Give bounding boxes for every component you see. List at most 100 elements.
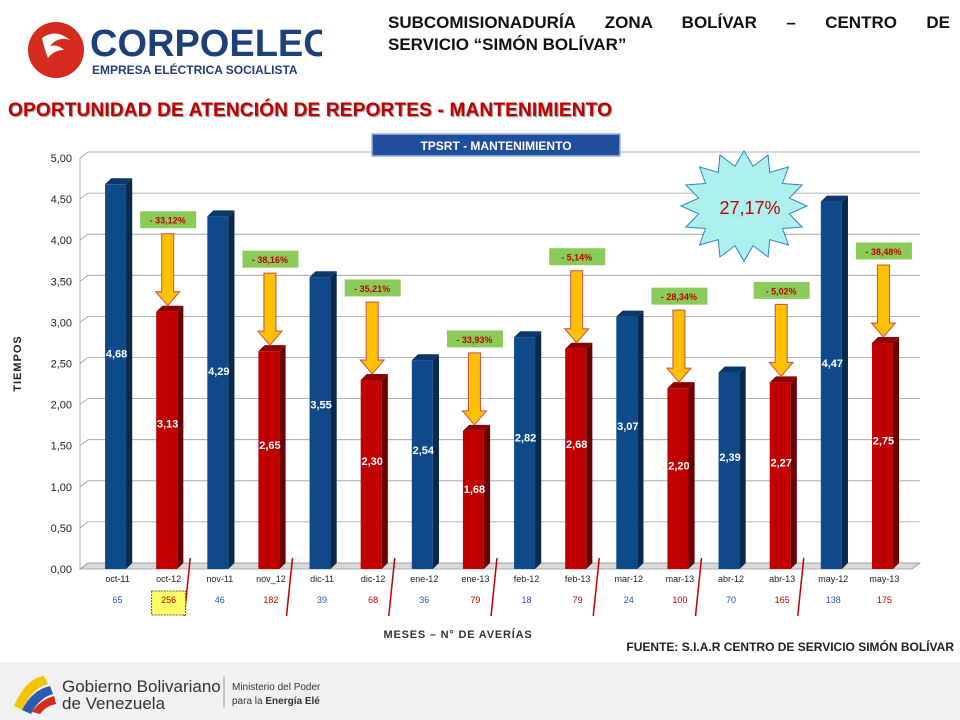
bar-value-label: 2,27	[770, 457, 791, 469]
count-highlight	[151, 590, 187, 616]
bar-top	[718, 366, 746, 373]
change-badge-label: - 38,48%	[865, 247, 901, 257]
source-note: FUENTE: S.I.A.R CENTRO DE SERVICIO SIMÓN…	[626, 639, 954, 654]
pair-separator	[694, 557, 703, 617]
count-label: 175	[877, 595, 892, 605]
bar-top	[667, 382, 695, 389]
bar-side	[637, 310, 644, 569]
bar-side	[790, 376, 797, 569]
bar-side	[483, 424, 491, 569]
gov-line2: de Venezuela	[62, 694, 166, 713]
pair-separator	[592, 557, 600, 617]
change-badge	[139, 210, 198, 230]
count-label: 138	[826, 595, 841, 605]
down-arrow-icon	[256, 272, 284, 346]
change-badge	[445, 329, 504, 349]
bar	[258, 351, 280, 569]
bar-side	[688, 382, 695, 569]
count-label: 36	[419, 595, 429, 605]
y-tick-label: 2,50	[51, 359, 72, 371]
x-tick-label: feb-12	[514, 574, 540, 584]
count-label: 79	[470, 595, 480, 605]
x-tick-label: ene-13	[461, 574, 489, 584]
chart-title-box	[371, 133, 621, 157]
y-tick-label: 0,00	[51, 564, 72, 576]
change-badge	[548, 247, 607, 267]
bar-top	[360, 373, 388, 380]
bar	[769, 382, 791, 569]
pair-separator	[388, 557, 396, 617]
x-tick-label: oct-11	[105, 574, 129, 584]
bar	[616, 316, 638, 569]
bar-value-label: 4,47	[822, 358, 843, 370]
bar-side	[432, 354, 439, 569]
bar-top	[258, 345, 286, 352]
change-badge	[752, 280, 811, 300]
bar	[105, 184, 127, 569]
bar-top	[565, 342, 593, 349]
header-title: SUBCOMISIONADURÍA ZONA BOLÍVAR – CENTRO …	[388, 12, 950, 56]
bar-value-label: 2,30	[361, 456, 382, 468]
overall-change-label: 27,17%	[719, 198, 780, 218]
bar	[667, 388, 689, 569]
change-badge-label: - 33,93%	[456, 335, 492, 345]
ministry-line2-strong: Energía Eléctrica	[265, 696, 320, 707]
page-title: OPORTUNIDAD DE ATENCIÓN DE REPORTES - MA…	[8, 100, 613, 121]
bar-chart: 0,00 0,50 1,00 1,50 2,00 2,50 3,00 3,50 4,00 4,50…	[12, 133, 954, 654]
y-tick-label: 1,50	[51, 441, 72, 453]
bar-side	[228, 210, 235, 569]
gridline	[79, 151, 920, 159]
x-tick-label: may-13	[869, 574, 899, 584]
bar-side	[330, 271, 337, 569]
svg-text:CORPOELEC: CORPOELEC	[90, 23, 322, 65]
y-tick-label: 0,50	[51, 523, 72, 535]
change-badge	[343, 278, 402, 298]
count-label: 18	[522, 595, 532, 605]
down-arrow-icon	[359, 301, 386, 375]
bar-top	[309, 271, 337, 278]
x-tick-label: may-12	[818, 574, 848, 584]
bar-top	[616, 310, 644, 317]
y-tick-label: 1,00	[51, 482, 72, 494]
x-tick-label: ene-12	[410, 574, 438, 584]
count-label: 46	[215, 595, 225, 605]
bar-side	[126, 178, 133, 569]
venezuela-flag-icon	[14, 676, 56, 714]
bar-side	[841, 195, 848, 570]
bar	[820, 201, 842, 570]
bar-top	[156, 305, 184, 312]
header-band	[0, 0, 960, 92]
x-tick-label: mar-13	[666, 574, 695, 584]
change-badge-label: - 28,34%	[661, 292, 697, 302]
change-badge-label: - 35,21%	[354, 284, 390, 294]
count-label: 68	[368, 595, 378, 605]
down-arrow-icon	[768, 303, 795, 378]
bar	[411, 360, 433, 569]
bar-side	[535, 331, 542, 569]
x-tick-label: nov-11	[206, 574, 233, 584]
bar-value-label: 3,07	[617, 421, 638, 433]
down-arrow-icon	[665, 309, 693, 383]
x-axis-label: MESES – N° DE AVERÍAS	[384, 628, 533, 641]
gridline	[79, 192, 920, 200]
svg-text:para la Energía Eléctrica: para la Energía Eléctrica	[232, 696, 320, 707]
count-label: 256	[161, 595, 176, 605]
count-label: 79	[573, 595, 583, 605]
y-tick-label: 4,50	[51, 194, 72, 206]
bar-value-label: 2,75	[873, 436, 894, 448]
x-tick-label: mar-12	[615, 574, 644, 584]
bar	[871, 342, 893, 569]
change-badge	[241, 249, 300, 269]
gov-line1: Gobierno Bolivariano	[62, 677, 221, 696]
bar	[462, 430, 484, 569]
count-label: 65	[113, 595, 123, 605]
bar-value-label: 4,29	[208, 366, 229, 378]
bar-top	[514, 331, 542, 338]
x-tick-label: abr-13	[769, 574, 795, 584]
x-tick-label: oct-12	[156, 574, 181, 584]
government-logo: Gobierno Bolivariano de Venezuela Minist…	[14, 676, 320, 714]
count-label: 70	[726, 595, 736, 605]
bar-value-label: 3,13	[157, 418, 178, 430]
starburst-icon	[679, 149, 809, 263]
pair-separator	[285, 557, 294, 617]
